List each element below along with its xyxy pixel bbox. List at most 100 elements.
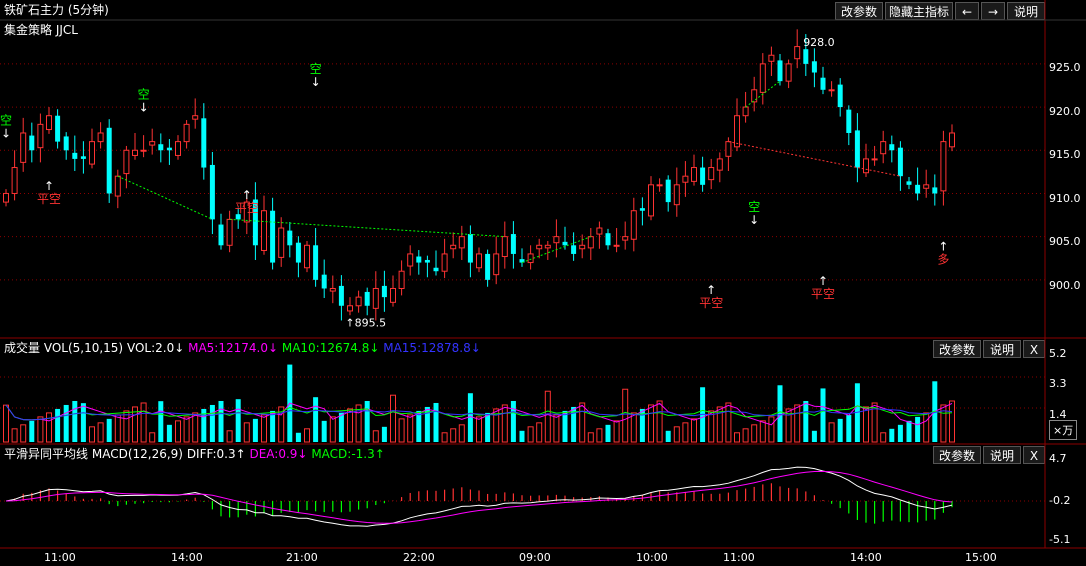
volume-change-params-button[interactable]: 改参数 [933,340,981,358]
volume-bar [828,422,835,443]
signal-arrow: ↑ [242,188,252,202]
candle-body [46,115,52,131]
signal-label: 平空 [235,201,259,215]
volume-bar [149,432,156,443]
candle-body [476,253,482,269]
volume-bar [906,420,912,442]
candle-body [114,175,121,197]
candle-body [355,296,362,307]
candle-body [665,179,671,203]
volume-bar [587,432,594,443]
volume-bar [235,399,241,442]
candle-body [390,287,396,303]
candle-body [734,115,740,148]
candle-body [329,287,336,292]
volume-bar [768,416,775,443]
volume-bar [803,400,809,442]
scroll-right-button[interactable]: → [981,2,1005,20]
candle-body [871,158,878,161]
volume-bar [304,428,310,443]
candle-body [493,253,500,276]
candle-body [725,141,732,157]
volume-value: VOL:2.0↓ [126,341,185,355]
macd-help-button[interactable]: 说明 [983,446,1021,464]
candle-body [407,253,414,267]
signal-arrow: ↑ [938,240,948,254]
volume-bar [416,410,422,442]
macd-tick-low: -5.1 [1049,533,1071,546]
volume-bar [691,418,697,443]
candle-body [579,244,586,250]
volume-bar [536,422,543,443]
volume-unit-button[interactable]: ×万 [1049,420,1078,440]
candle-body [889,144,895,151]
hide-main-indicator-button[interactable]: 隐藏主指标 [885,2,953,20]
scroll-left-button[interactable]: ← [955,2,979,20]
candle-body [656,184,663,187]
volume-bar [29,420,35,442]
macd-change-params-button[interactable]: 改参数 [933,446,981,464]
candle-body [708,167,715,181]
time-tick: 11:00 [723,551,755,564]
volume-bar [940,404,947,443]
candle-body [441,253,448,272]
volume-bar [596,428,603,443]
volume-bar [458,424,465,443]
volume-bar [166,424,172,442]
candle-body [140,149,147,152]
signal-arrow: ↓ [139,101,149,115]
candle-body [209,164,215,220]
volume-bar [579,402,586,443]
candle-body [553,236,560,244]
candle-body [132,149,138,156]
volume-bar [433,402,439,442]
volume-bar [708,410,715,443]
volume-bar [252,418,258,442]
candle-body [278,227,285,258]
price-tick-920: 920.0 [1049,105,1081,118]
candle-body [906,181,912,185]
volume-bar [571,406,577,442]
candle-body [622,236,629,241]
volume-bar [519,430,525,442]
window-title: 铁矿石主力 (5分钟) [4,3,109,17]
dea-value: DEA:0.9↓ [249,447,308,461]
volume-bar [811,430,817,442]
candle-body [55,115,61,142]
candle-body [571,245,577,254]
candle-body [347,305,353,312]
candle-body [759,63,766,93]
signal-label: 空 [0,114,12,128]
signal-arrow: ↑ [818,274,828,288]
signal-arrow: ↓ [1,127,11,141]
low-price-label: ↑895.5 [345,317,386,330]
signal-label: 平空 [699,296,723,310]
volume-bar [544,390,551,443]
candle-body [243,201,250,223]
candle-body [923,184,930,189]
volume-bar [777,385,783,442]
time-tick: 22:00 [403,551,435,564]
volume-bar [313,397,319,442]
volume-bar [295,432,301,442]
candle-body [897,147,903,177]
candle-body [416,256,422,263]
volume-bar [132,406,138,443]
volume-bar [493,408,500,443]
volume-bar [742,428,749,443]
candle-body [97,132,104,143]
volume-bar [837,418,843,442]
volume-help-button[interactable]: 说明 [983,340,1021,358]
candle-body [751,89,758,103]
candle-body [915,184,921,194]
candle-body [149,141,156,146]
volume-bar [270,410,276,442]
volume-bar [3,404,9,443]
volume-bar [192,412,199,443]
volume-bar [871,402,878,443]
volume-bar [201,408,207,442]
volume-bar [140,402,147,443]
candle-body [613,244,620,247]
change-params-button[interactable]: 改参数 [835,2,883,20]
